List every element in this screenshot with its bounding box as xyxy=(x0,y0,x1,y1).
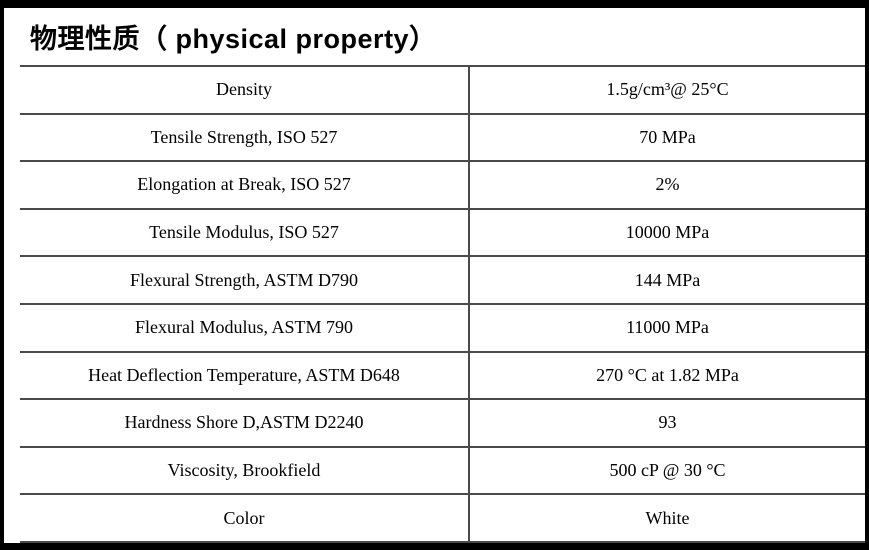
property-name-cell: Hardness Shore D,ASTM D2240 xyxy=(20,400,470,446)
table-row: Density 1.5g/cm³@ 25°C xyxy=(20,67,865,115)
property-name-cell: Heat Deflection Temperature, ASTM D648 xyxy=(20,352,470,399)
property-value-cell: 11000 MPa xyxy=(626,317,709,338)
property-value-cell: 144 MPa xyxy=(634,269,701,290)
table-row: Heat Deflection Temperature, ASTM D648 27… xyxy=(20,352,865,401)
property-name-cell: Elongation at Break, ISO 527 xyxy=(20,162,470,208)
section-title: 物理性质（ physical property） xyxy=(30,24,437,54)
property-value-cell: White xyxy=(645,507,690,528)
property-value-cell: 270 °C at 1.82 MPa xyxy=(596,364,739,385)
property-value-cell: 2% xyxy=(655,174,680,195)
table-row: Tensile Strength, ISO 527 70 MPa xyxy=(20,114,865,163)
property-name-cell: Tensile Modulus, ISO 527 xyxy=(20,209,470,256)
physical-property-table: Density 1.5g/cm³@ 25°C Tensile Strength, I… xyxy=(20,65,865,543)
property-value-cell: 500 cP @ 30 °C xyxy=(609,460,726,481)
table-row: Flexural Strength, ASTM D790 144 MPa xyxy=(20,257,865,305)
table-row: Hardness Shore D,ASTM D2240 93 xyxy=(20,400,865,448)
property-name-cell: Color xyxy=(20,495,470,541)
table-row: Color White xyxy=(20,495,865,543)
table-row: Flexural Modulus, ASTM 790 11000 MPa xyxy=(20,304,865,353)
property-name-cell: Viscosity, Brookfield xyxy=(20,447,470,494)
property-name-cell: Flexural Modulus, ASTM 790 xyxy=(20,304,470,351)
table-row: Elongation at Break, ISO 527 2% xyxy=(20,162,865,210)
property-name-cell: Tensile Strength, ISO 527 xyxy=(20,114,470,161)
property-value-cell: 70 MPa xyxy=(639,126,696,147)
table-row: Viscosity, Brookfield 500 cP @ 30 °C xyxy=(20,447,865,496)
property-value-cell: 1.5g/cm³@ 25°C xyxy=(606,79,729,100)
property-value-cell: 93 xyxy=(658,412,677,433)
property-value-cell: 10000 MPa xyxy=(625,222,710,243)
property-name-cell: Density xyxy=(20,67,470,113)
table-row: Tensile Modulus, ISO 527 10000 MPa xyxy=(20,209,865,258)
property-name-cell: Flexural Strength, ASTM D790 xyxy=(20,257,470,303)
